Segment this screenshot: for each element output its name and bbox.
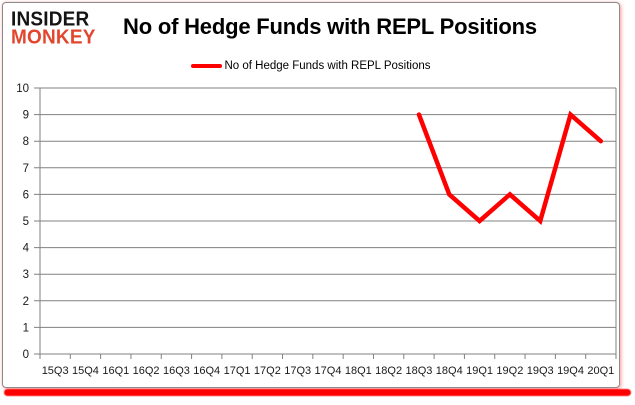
x-tick-label: 16Q1 bbox=[102, 365, 129, 377]
y-tick-label: 7 bbox=[23, 163, 29, 175]
y-tick-label: 10 bbox=[16, 83, 29, 95]
x-tick-label: 19Q4 bbox=[557, 365, 584, 377]
x-tick-label: 17Q3 bbox=[284, 365, 311, 377]
y-tick-label: 6 bbox=[23, 189, 29, 201]
x-tick-label: 17Q4 bbox=[315, 365, 342, 377]
x-tick-label: 20Q1 bbox=[587, 365, 614, 377]
x-tick-label: 17Q2 bbox=[254, 365, 281, 377]
logo-insider-text: INSIDER bbox=[11, 8, 90, 31]
x-tick-label: 15Q4 bbox=[72, 365, 99, 377]
chart-title: No of Hedge Funds with REPL Positions bbox=[123, 14, 537, 39]
y-tick-label: 4 bbox=[23, 243, 30, 255]
y-tick-label: 8 bbox=[23, 136, 29, 148]
x-tick-label: 16Q4 bbox=[193, 365, 220, 377]
x-tick-label: 18Q4 bbox=[436, 365, 463, 377]
legend-label: No of Hedge Funds with REPL Positions bbox=[224, 60, 431, 72]
x-tick-label: 19Q1 bbox=[466, 365, 493, 377]
x-tick-label: 19Q2 bbox=[496, 365, 523, 377]
y-tick-label: 1 bbox=[23, 322, 29, 334]
chart-svg: 0 1 2 3 4 5 6 7 8 9 10 15Q3 15Q4 16Q1 16Q2 16Q3 16Q4 17Q1… bbox=[16, 83, 617, 377]
red-underline-bar bbox=[4, 389, 631, 396]
y-tick-label: 5 bbox=[23, 216, 29, 228]
x-tick-label: 16Q2 bbox=[133, 365, 160, 377]
y-tick-label: 9 bbox=[23, 110, 29, 122]
x-tick-label: 16Q3 bbox=[163, 365, 190, 377]
logo-monkey-text: MONKEY bbox=[11, 26, 96, 49]
x-tick-label: 18Q1 bbox=[345, 365, 372, 377]
y-tick-label: 2 bbox=[23, 296, 29, 308]
legend: No of Hedge Funds with REPL Positions bbox=[3, 58, 619, 74]
series-line bbox=[416, 110, 604, 226]
insider-monkey-logo: INSIDER MONKEY bbox=[11, 8, 96, 49]
legend-line-swatch bbox=[191, 64, 223, 68]
x-tick-label: 15Q3 bbox=[42, 365, 69, 377]
x-tick-label: 19Q3 bbox=[527, 365, 554, 377]
y-tick-label: 3 bbox=[23, 269, 29, 281]
chart-widget: INSIDER MONKEY No of Hedge Funds with RE… bbox=[2, 2, 620, 388]
x-tick-label: 18Q2 bbox=[375, 365, 402, 377]
y-tick-label: 0 bbox=[23, 349, 29, 361]
x-tick-label: 18Q3 bbox=[405, 365, 432, 377]
x-tick-label: 17Q1 bbox=[224, 365, 251, 377]
